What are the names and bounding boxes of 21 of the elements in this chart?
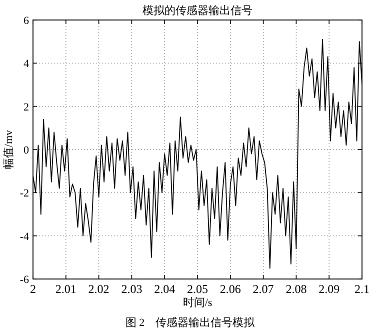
y-tick-label: 6 [24,15,30,27]
x-axis-title: 时间/s [182,296,212,309]
x-tick-label: 2.04 [154,282,176,296]
x-tick-label: 2.09 [318,282,340,296]
x-tick-label: 2.06 [220,282,241,296]
y-tick-label: -6 [20,274,30,286]
x-tick-label: 2.02 [88,282,110,296]
y-tick-label: -4 [20,230,30,243]
x-tick-label: 2.08 [286,282,307,296]
x-tick-label: 2.1 [354,282,370,296]
x-tick-label: 2.05 [187,282,208,296]
chart-title: 模拟的传感器输出信号 [142,4,252,17]
y-tick-label: -2 [20,188,29,200]
x-tick-label: 2.03 [121,282,142,296]
x-tick-label: 2.07 [252,282,274,296]
y-tick-label: 4 [24,58,30,70]
caption: 图 2 传感器输出信号模拟 [125,316,256,329]
y-tick-label: 2 [24,101,29,114]
x-tick-label: 2.01 [55,282,76,296]
y-axis-title: 幅值/mv [3,129,15,170]
y-tick-label: 0 [24,144,30,156]
